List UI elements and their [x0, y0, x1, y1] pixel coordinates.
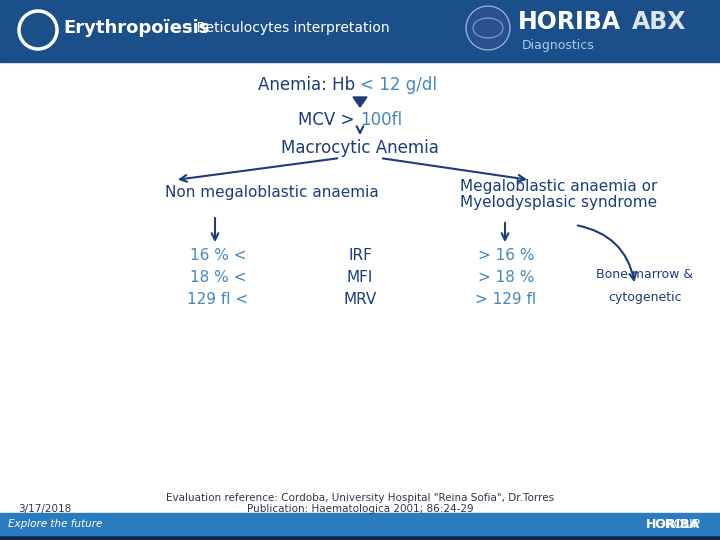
- Text: < 12 g/dl: < 12 g/dl: [360, 76, 437, 94]
- Text: MCV >: MCV >: [298, 111, 360, 129]
- Text: IRF: IRF: [348, 247, 372, 262]
- Text: Megaloblastic anaemia or: Megaloblastic anaemia or: [460, 179, 657, 193]
- Text: > 16 %: > 16 %: [478, 247, 534, 262]
- Text: GROUP: GROUP: [647, 517, 700, 530]
- Text: Evaluation reference: Cordoba, University Hospital "Reina Sofia", Dr.Torres: Evaluation reference: Cordoba, Universit…: [166, 493, 554, 503]
- Text: 3/17/2018: 3/17/2018: [18, 504, 71, 514]
- Text: HORIBA: HORIBA: [518, 10, 621, 34]
- Bar: [0, 513, 720, 535]
- Text: HORIBA: HORIBA: [646, 517, 700, 530]
- Text: > 18 %: > 18 %: [478, 271, 534, 286]
- Text: 16 % <: 16 % <: [190, 247, 246, 262]
- Text: 100fl: 100fl: [360, 111, 402, 129]
- Text: Non megaloblastic anaemia: Non megaloblastic anaemia: [165, 186, 379, 200]
- Text: Diagnostics: Diagnostics: [522, 39, 595, 52]
- Text: 18 % <: 18 % <: [190, 271, 246, 286]
- Text: Bone marrow &: Bone marrow &: [596, 268, 693, 281]
- Circle shape: [466, 6, 510, 50]
- Text: - Reticulocytes interpretation: - Reticulocytes interpretation: [183, 21, 390, 35]
- Text: 129 fl <: 129 fl <: [187, 293, 248, 307]
- Text: cytogenetic: cytogenetic: [608, 291, 682, 303]
- Text: ABX: ABX: [632, 10, 686, 34]
- Bar: [0, 535, 720, 540]
- Text: Erythropoïesis: Erythropoïesis: [63, 19, 210, 37]
- Bar: [0, 0, 720, 62]
- Text: > 129 fl: > 129 fl: [475, 293, 536, 307]
- Text: Publication: Haematologica 2001; 86:24-29: Publication: Haematologica 2001; 86:24-2…: [247, 504, 473, 514]
- Text: MFI: MFI: [347, 271, 373, 286]
- Text: Explore the future: Explore the future: [8, 519, 102, 529]
- Polygon shape: [353, 97, 367, 107]
- Text: Myelodysplasic syndrome: Myelodysplasic syndrome: [460, 194, 657, 210]
- Text: Macrocytic Anemia: Macrocytic Anemia: [281, 139, 439, 157]
- Text: MRV: MRV: [343, 293, 377, 307]
- Text: Anemia: Hb: Anemia: Hb: [258, 76, 360, 94]
